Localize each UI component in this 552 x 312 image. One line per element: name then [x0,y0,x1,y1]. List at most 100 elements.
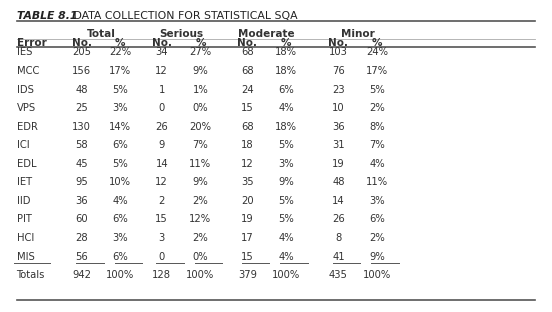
Text: 12: 12 [241,159,254,169]
Text: 3%: 3% [369,196,385,206]
Text: 6%: 6% [113,214,128,225]
Text: 14: 14 [156,159,168,169]
Text: HCI: HCI [17,233,34,243]
Text: 11%: 11% [189,159,211,169]
Text: EDL: EDL [17,159,36,169]
Text: 9%: 9% [278,177,294,188]
Text: 128: 128 [152,270,171,280]
Text: 58: 58 [76,140,88,150]
Text: %: % [280,38,291,48]
Text: 26: 26 [155,122,168,132]
Text: 12%: 12% [189,214,211,225]
Text: 76: 76 [332,66,345,76]
Text: 3%: 3% [113,233,128,243]
Text: 5%: 5% [278,196,294,206]
Text: 100%: 100% [106,270,135,280]
Text: 130: 130 [72,122,91,132]
Text: MCC: MCC [17,66,39,76]
Text: 12: 12 [155,66,168,76]
Text: 5%: 5% [278,140,294,150]
Text: 25: 25 [75,103,88,113]
Text: 5%: 5% [278,214,294,225]
Text: 100%: 100% [363,270,391,280]
Text: 6%: 6% [369,214,385,225]
Text: 15: 15 [155,214,168,225]
Text: Total: Total [87,29,115,39]
Text: PIT: PIT [17,214,31,225]
Text: 56: 56 [75,251,88,262]
Text: 2%: 2% [369,103,385,113]
Text: 1%: 1% [193,85,208,95]
Text: 1: 1 [158,85,165,95]
Text: 7%: 7% [193,140,208,150]
Text: 9: 9 [158,140,165,150]
Text: 3%: 3% [113,103,128,113]
Text: 103: 103 [329,47,348,57]
Text: 5%: 5% [113,159,128,169]
Text: 5%: 5% [369,85,385,95]
Text: %: % [371,38,383,48]
Text: 68: 68 [241,66,253,76]
Text: 27%: 27% [189,47,211,57]
Text: 95: 95 [75,177,88,188]
Text: No.: No. [152,38,172,48]
Text: 15: 15 [241,251,254,262]
Text: 10%: 10% [109,177,131,188]
Text: 48: 48 [76,85,88,95]
Text: 2%: 2% [369,233,385,243]
Text: 22%: 22% [109,47,131,57]
Text: 31: 31 [332,140,344,150]
Text: 156: 156 [72,66,91,76]
Text: 11%: 11% [366,177,388,188]
Text: 28: 28 [76,233,88,243]
Text: 2%: 2% [193,196,208,206]
Text: 8%: 8% [369,122,385,132]
Text: 4%: 4% [278,103,294,113]
Text: 942: 942 [72,270,91,280]
Text: IDS: IDS [17,85,34,95]
Text: 205: 205 [72,47,91,57]
Text: 15: 15 [241,103,254,113]
Text: %: % [195,38,206,48]
Text: 10: 10 [332,103,344,113]
Text: 48: 48 [332,177,344,188]
Text: 2: 2 [158,196,165,206]
Text: 19: 19 [332,159,345,169]
Text: 6%: 6% [113,251,128,262]
Text: 9%: 9% [369,251,385,262]
Text: 6%: 6% [113,140,128,150]
Text: VPS: VPS [17,103,36,113]
Text: 20: 20 [241,196,253,206]
Text: No.: No. [237,38,257,48]
Text: 2%: 2% [193,233,208,243]
Text: Serious: Serious [159,29,203,39]
Text: 60: 60 [76,214,88,225]
Text: No.: No. [328,38,348,48]
Text: 45: 45 [76,159,88,169]
Text: 19: 19 [241,214,254,225]
Text: 3: 3 [158,233,165,243]
Text: 18: 18 [241,140,253,150]
Text: 9%: 9% [193,66,208,76]
Text: 100%: 100% [186,270,215,280]
Text: 14%: 14% [109,122,131,132]
Text: 9%: 9% [193,177,208,188]
Text: 68: 68 [241,122,253,132]
Text: 3%: 3% [278,159,294,169]
Text: 12: 12 [155,177,168,188]
Text: 20%: 20% [189,122,211,132]
Text: 17: 17 [241,233,254,243]
Text: 36: 36 [332,122,344,132]
Text: 0: 0 [158,251,165,262]
Text: Minor: Minor [341,29,375,39]
Text: 379: 379 [238,270,257,280]
Text: 100%: 100% [272,270,300,280]
Text: 24: 24 [241,85,253,95]
Text: 4%: 4% [278,251,294,262]
Text: 4%: 4% [113,196,128,206]
Text: 18%: 18% [275,47,297,57]
Text: 17%: 17% [109,66,131,76]
Text: 14: 14 [332,196,344,206]
Text: IET: IET [17,177,31,188]
Text: Totals: Totals [17,270,45,280]
